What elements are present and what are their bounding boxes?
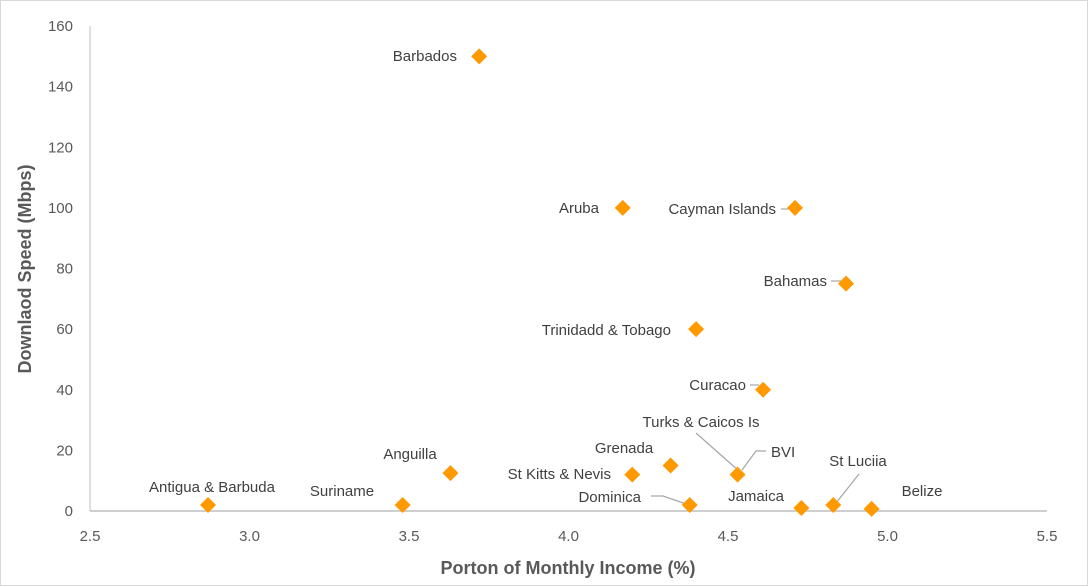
- y-tick-label: 160: [48, 18, 73, 35]
- data-point: [442, 465, 459, 482]
- x-tick-label: 3.5: [399, 528, 420, 545]
- point-label: St Kitts & Nevis: [508, 466, 611, 483]
- y-tick-label: 140: [48, 79, 73, 96]
- point-label: Cayman Islands: [668, 201, 776, 218]
- leader-line: [651, 495, 690, 506]
- point-label: Grenada: [595, 440, 654, 457]
- y-tick-label: 100: [48, 200, 73, 217]
- point-label: Curacao: [689, 377, 746, 394]
- point-label: Antigua & Barbuda: [149, 479, 276, 496]
- x-tick-label: 4.5: [718, 528, 739, 545]
- y-tick-label: 40: [56, 382, 73, 399]
- data-point: [624, 466, 641, 483]
- leader-line: [741, 450, 766, 471]
- data-point: [394, 496, 411, 513]
- y-axis-title: Downlaod Speed (Mbps): [15, 164, 35, 373]
- data-point: [688, 321, 705, 338]
- point-label: Anguilla: [383, 446, 437, 463]
- point-label: BVI: [771, 444, 795, 461]
- y-tick-label: 20: [56, 442, 73, 459]
- data-point: [793, 499, 810, 516]
- point-label: Aruba: [559, 200, 600, 217]
- data-point: [825, 496, 842, 513]
- leader-line: [835, 473, 860, 504]
- data-point: [863, 500, 880, 517]
- point-label: Suriname: [310, 483, 374, 500]
- data-point: [838, 275, 855, 292]
- data-point: [662, 457, 679, 474]
- point-label: St Luciia: [829, 453, 887, 470]
- point-label: Trinidadd & Tobago: [542, 322, 671, 339]
- leader-line: [695, 432, 740, 472]
- x-tick-label: 4.0: [558, 528, 579, 545]
- x-tick-label: 2.5: [80, 528, 101, 545]
- y-tick-label: 120: [48, 139, 73, 156]
- data-point: [681, 496, 698, 513]
- x-tick-label: 3.0: [239, 528, 260, 545]
- point-label: Barbados: [393, 48, 457, 65]
- point-label: Bahamas: [764, 273, 827, 290]
- x-tick-label: 5.5: [1037, 528, 1058, 545]
- y-tick-label: 0: [65, 503, 73, 520]
- data-point: [614, 199, 631, 216]
- data-point: [755, 381, 772, 398]
- y-tick-label: 60: [56, 321, 73, 338]
- data-point: [471, 48, 488, 65]
- data-point: [729, 466, 746, 483]
- y-tick-label: 80: [56, 261, 73, 278]
- data-point: [200, 496, 217, 513]
- point-label: Belize: [902, 483, 943, 500]
- x-axis-title: Porton of Monthly Income (%): [441, 558, 696, 578]
- data-point: [786, 199, 803, 216]
- x-tick-label: 5.0: [877, 528, 898, 545]
- point-label: Dominica: [578, 489, 641, 506]
- point-label: Turks & Caicos Is: [643, 414, 760, 431]
- point-label: Jamaica: [728, 488, 785, 505]
